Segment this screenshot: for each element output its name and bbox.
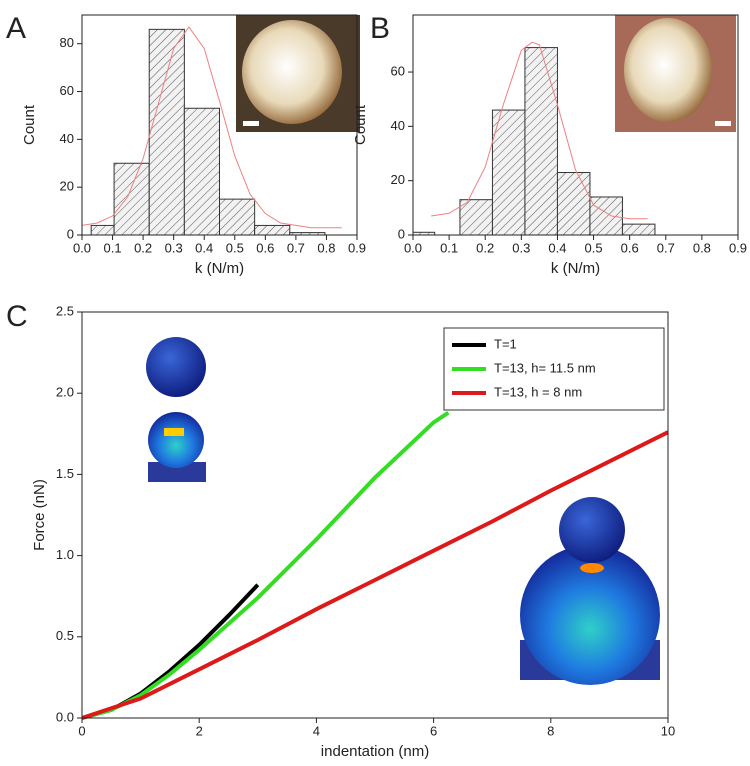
panel-letter: C: [6, 300, 28, 333]
series-line: [81, 411, 450, 720]
y-tick-label: 1.5: [56, 466, 74, 481]
x-tick-label: 6: [430, 723, 437, 738]
bar: [254, 224, 291, 236]
x-axis-title: indentation (nm): [321, 743, 429, 760]
y-tick-label: 0.0: [56, 709, 74, 724]
y-axis-title: Count: [352, 104, 369, 145]
bar: [148, 28, 185, 236]
plot-frame: [81, 14, 358, 236]
y-tick-label: 20: [391, 172, 405, 187]
x-tick-label: 0.9: [729, 240, 747, 255]
bar: [524, 47, 558, 236]
x-tick-label: 10: [661, 723, 675, 738]
bar: [219, 198, 256, 236]
x-tick-label: 0.2: [134, 240, 152, 255]
panel-0: Ak (N/m) Count 0.0 0.1 0.2 0.3 0.4 0.5 0.6 0.7 0.8…: [6, 12, 366, 277]
y-tick-label: 80: [60, 35, 74, 50]
x-tick-label: 0.2: [476, 240, 494, 255]
x-tick-label: 0.9: [348, 240, 366, 255]
inset-b: [615, 15, 736, 132]
x-tick-label: 0.5: [226, 240, 244, 255]
x-tick-label: 0.6: [256, 240, 274, 255]
model-large: [520, 497, 660, 685]
x-tick-label: 0: [78, 723, 85, 738]
bar: [183, 107, 221, 236]
bar: [556, 172, 591, 236]
x-tick-label: 0.4: [195, 240, 213, 255]
x-axis-title: k (N/m): [551, 260, 600, 277]
x-tick-label: 0.1: [440, 240, 458, 255]
y-tick-label: 0: [67, 226, 74, 241]
y-tick-label: 0: [398, 226, 405, 241]
fit-curve: [81, 26, 342, 229]
bar: [90, 224, 115, 236]
y-tick-label: 1.0: [56, 547, 74, 562]
bar: [589, 196, 623, 236]
y-axis-title: Force (nN): [31, 479, 48, 551]
fit-curve: [431, 41, 648, 220]
x-tick-label: 0.4: [548, 240, 566, 255]
series-line: [81, 430, 669, 720]
legend-label: T=1: [494, 336, 517, 351]
y-axis-title: Count: [21, 104, 38, 145]
plot-frame: [412, 14, 739, 236]
x-tick-label: 0.1: [104, 240, 122, 255]
bar: [621, 223, 656, 236]
x-tick-label: 0.3: [165, 240, 183, 255]
panel-letter: B: [370, 12, 390, 45]
y-tick-label: 0.5: [56, 628, 74, 643]
x-tick-label: 0.0: [73, 240, 91, 255]
y-tick-label: 40: [60, 131, 74, 146]
panel-letter: A: [6, 12, 26, 45]
x-tick-label: 0.6: [621, 240, 639, 255]
bar: [491, 109, 526, 236]
x-tick-label: 2: [196, 723, 203, 738]
legend-box: [443, 327, 665, 411]
plot-frame: [81, 311, 669, 719]
y-tick-label: 2.5: [56, 303, 74, 318]
x-tick-label: 0.5: [585, 240, 603, 255]
inset-a: [236, 15, 360, 132]
y-tick-label: 40: [391, 118, 405, 133]
x-tick-label: 0.8: [693, 240, 711, 255]
bar: [459, 199, 493, 236]
panel-1: Bk (N/m) Count 0.0 0.1 0.2 0.3 0.4 0.5 0.6 0.7 0.8…: [352, 12, 747, 277]
y-tick-label: 20: [60, 179, 74, 194]
model-small: [146, 337, 206, 482]
bar: [113, 162, 150, 236]
x-axis-title: k (N/m): [195, 260, 244, 277]
legend-label: T=13, h = 8 nm: [494, 384, 582, 399]
x-tick-label: 0.7: [657, 240, 675, 255]
legend-label: T=13, h= 11.5 nm: [494, 360, 596, 375]
y-tick-label: 60: [391, 63, 405, 78]
y-tick-label: 60: [60, 83, 74, 98]
x-tick-label: 0.3: [512, 240, 530, 255]
y-tick-label: 2.0: [56, 385, 74, 400]
x-tick-label: 0.8: [317, 240, 335, 255]
x-tick-label: 4: [313, 723, 320, 738]
x-tick-label: 0.0: [404, 240, 422, 255]
x-tick-label: 8: [547, 723, 554, 738]
x-tick-label: 0.7: [287, 240, 305, 255]
